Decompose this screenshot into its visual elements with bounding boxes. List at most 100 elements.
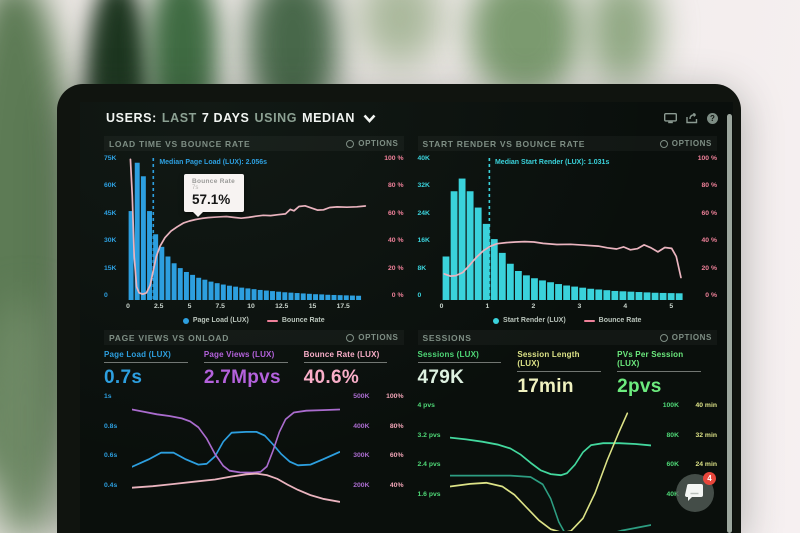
options-button[interactable]: OPTIONS <box>659 139 712 148</box>
metric-value: 40.6% <box>303 367 360 388</box>
metric-session-length: Session Length (LUX) 17min <box>517 350 617 398</box>
chart-plot[interactable] <box>128 155 372 300</box>
chart-plot[interactable] <box>448 401 652 533</box>
axis-tick: 17.5 <box>336 303 350 310</box>
axis-tick: 8K <box>417 264 427 272</box>
histogram-bar <box>578 287 586 300</box>
y-axis-seconds: 1s 0.8s 0.6s 0.4s <box>104 393 118 512</box>
axis-tick: 80% <box>389 422 404 430</box>
histogram-bar <box>134 162 140 300</box>
chart-plot[interactable] <box>442 155 686 300</box>
axis-tick: 100% <box>386 393 404 400</box>
header-last-label: LAST <box>161 111 197 125</box>
histogram-bar <box>140 176 146 300</box>
notification-badge: 4 <box>703 472 716 485</box>
axis-tick: 12.5 <box>275 303 289 310</box>
histogram-bar <box>233 286 239 300</box>
axis-tick: 40 % <box>388 237 404 245</box>
legend-item[interactable]: Bounce Rate <box>266 317 325 324</box>
axis-tick: 20 % <box>388 264 404 272</box>
metric-label: Session Length (LUX) <box>517 350 580 368</box>
series-dot-icon <box>493 317 500 324</box>
axis-tick: 60 % <box>388 209 404 217</box>
axis-tick: 0 <box>417 292 422 300</box>
metric-divider <box>203 362 288 363</box>
axis-tick: 1.6 pvs <box>417 490 441 498</box>
median-annotation: Median Page Load (LUX): 2.056s <box>159 159 268 166</box>
metric-row: Sessions (LUX) 479K Session Length (LUX)… <box>417 350 718 398</box>
chart-legend: Start Render (LUX) Bounce Rate <box>418 317 718 324</box>
histogram-bar <box>337 295 343 300</box>
plant-leaf <box>0 300 65 533</box>
histogram-bar <box>245 288 251 300</box>
histogram-bar <box>343 295 349 300</box>
plant-leaf <box>588 0 658 85</box>
tooltip-x-value: 7s <box>192 184 199 191</box>
histogram-bar <box>263 290 269 300</box>
metric-pvs-per-session: PVs Per Session (LUX) 2pvs <box>617 350 717 398</box>
y-axis-bounce: 100% 80% 60% 40% <box>386 393 404 512</box>
histogram-bar <box>651 292 658 300</box>
axis-tick: 30K <box>104 237 117 245</box>
histogram-bar <box>196 277 202 300</box>
histogram-bar <box>442 256 449 300</box>
axis-tick: 100 % <box>697 155 717 162</box>
axis-tick: 500K <box>353 393 370 400</box>
axis-tick: 20 % <box>701 264 718 272</box>
histogram-bar <box>177 268 183 300</box>
histogram-bar <box>190 274 196 300</box>
help-icon[interactable]: ? <box>706 112 719 124</box>
laptop: USERS: LAST 7 DAYS USING MEDIAN ? <box>57 84 741 533</box>
legend-item[interactable]: Start Render (LUX) <box>493 317 566 324</box>
options-button[interactable]: OPTIONS <box>659 333 712 342</box>
dashboard-screen: USERS: LAST 7 DAYS USING MEDIAN ? <box>80 102 733 533</box>
metric-sessions: Sessions (LUX) 479K <box>417 350 518 398</box>
plant-leaf <box>470 0 580 95</box>
median-annotation: Median Start Render (LUX): 1.031s <box>494 159 610 166</box>
series-line-icon <box>583 319 595 322</box>
axis-tick: 0.6s <box>104 452 118 460</box>
chart-plot[interactable] <box>131 392 341 522</box>
header-using-label: USING <box>254 111 298 125</box>
header-users-label: USERS: <box>106 111 157 125</box>
gear-icon <box>659 333 668 342</box>
legend-label: Page Load (LUX) <box>192 317 249 324</box>
histogram-bar <box>165 256 171 300</box>
histogram-bar <box>570 286 578 300</box>
panel-load-time: LOAD TIME VS BOUNCE RATE OPTIONS 75K 60K 4… <box>104 136 404 325</box>
metric-label: Bounce Rate (LUX) <box>303 350 380 359</box>
axis-tick: 3 <box>577 303 582 310</box>
options-button[interactable]: OPTIONS <box>346 333 398 342</box>
axis-tick: 3.2 pvs <box>417 431 441 439</box>
chat-button[interactable]: 4 <box>676 472 716 512</box>
scrollbar[interactable] <box>727 114 732 533</box>
export-icon[interactable] <box>685 112 698 124</box>
tooltip-series: Bounce Rate <box>192 177 236 185</box>
histogram-bar <box>294 293 300 300</box>
axis-tick: 10 <box>247 303 255 310</box>
header-median-label: MEDIAN <box>302 111 355 125</box>
axis-tick: 5 <box>669 303 674 310</box>
axis-tick: 40K <box>417 155 430 162</box>
histogram-bar <box>675 293 683 300</box>
axis-tick: 100K <box>662 402 679 409</box>
histogram-bar <box>251 289 257 300</box>
histogram-bar <box>610 290 618 300</box>
legend-item[interactable]: Page Load (LUX) <box>182 317 249 324</box>
histogram-bar <box>530 278 538 300</box>
histogram-bar <box>562 285 570 300</box>
y-axis-right: 100 % 80 % 60 % 40 % 20 % 0 % <box>685 155 717 300</box>
y-axis-minutes: 40 min 32 min 24 min <box>695 402 717 492</box>
axis-tick: 1 <box>485 303 490 310</box>
histogram-bar <box>514 271 522 300</box>
axis-tick: 0.8s <box>104 422 118 430</box>
filter-dropdown[interactable]: USERS: LAST 7 DAYS USING MEDIAN <box>106 111 376 125</box>
options-button[interactable]: OPTIONS <box>346 139 398 148</box>
histogram-bar <box>522 275 530 300</box>
axis-tick: 5 <box>187 303 192 310</box>
legend-item[interactable]: Bounce Rate <box>583 317 641 324</box>
panel-title: LOAD TIME VS BOUNCE RATE <box>109 138 251 149</box>
histogram-bar <box>313 294 319 300</box>
chart-legend: Page Load (LUX) Bounce Rate <box>104 317 404 324</box>
monitor-icon[interactable] <box>664 112 677 124</box>
